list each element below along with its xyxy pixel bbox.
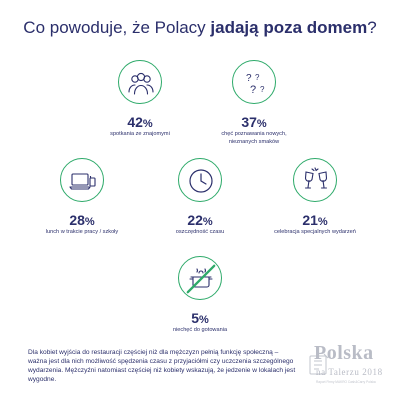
laptop-coffee-icon bbox=[60, 158, 104, 202]
stat-percent-1: 42% bbox=[127, 114, 153, 130]
svg-text:?: ? bbox=[255, 73, 260, 82]
stat-percent-6: 5% bbox=[191, 310, 209, 326]
logo-tagline: Raport Firmy MAKRO Cash&Carry Polska bbox=[316, 380, 376, 384]
title-bold: jadają poza domem bbox=[210, 18, 368, 37]
no-cooking-pot-icon bbox=[178, 256, 222, 300]
title-prefix: Co powoduje, że Polacy bbox=[23, 18, 211, 37]
plate-logo-icon bbox=[309, 353, 329, 375]
stat-caption-4: oszczędność czasu bbox=[175, 229, 225, 235]
question-marks-icon: ? ? ? ? bbox=[232, 60, 276, 104]
strike-icon bbox=[186, 264, 216, 294]
svg-text:?: ? bbox=[246, 73, 252, 84]
people-group-icon bbox=[118, 60, 162, 104]
brand-logo: Polska na Talerzu 2018 Raport Firmy MAKR… bbox=[308, 340, 388, 392]
title-suffix: ? bbox=[367, 18, 377, 37]
svg-text:?: ? bbox=[250, 84, 256, 96]
stat-percent-4: 22% bbox=[187, 212, 213, 228]
wine-glasses-icon bbox=[293, 158, 337, 202]
stat-caption-1: spotkania ze znajomymi bbox=[110, 131, 170, 137]
footer-note: Dla kobiet wyjścia do restauracji części… bbox=[28, 349, 296, 383]
stat-percent-2: 37% bbox=[241, 114, 267, 130]
stat-caption-6: niechęć do gotowania bbox=[172, 327, 228, 333]
clock-icon bbox=[178, 158, 222, 202]
stat-caption-2: chęć poznawania nowych, nieznanych smakó… bbox=[221, 131, 287, 145]
svg-text:?: ? bbox=[260, 85, 265, 94]
logo-subtitle: na Talerzu 2018 bbox=[316, 367, 383, 377]
stat-caption-3: lunch w trakcie pracy / szkoły bbox=[45, 229, 119, 235]
page-title: Co powoduje, że Polacy jadają poza domem… bbox=[0, 18, 400, 38]
stat-percent-3: 28% bbox=[69, 212, 95, 228]
stat-caption-5: celebracja specjalnych wydarzeń bbox=[274, 229, 356, 235]
stat-percent-5: 21% bbox=[302, 212, 328, 228]
logo-name: Polska bbox=[314, 342, 374, 364]
